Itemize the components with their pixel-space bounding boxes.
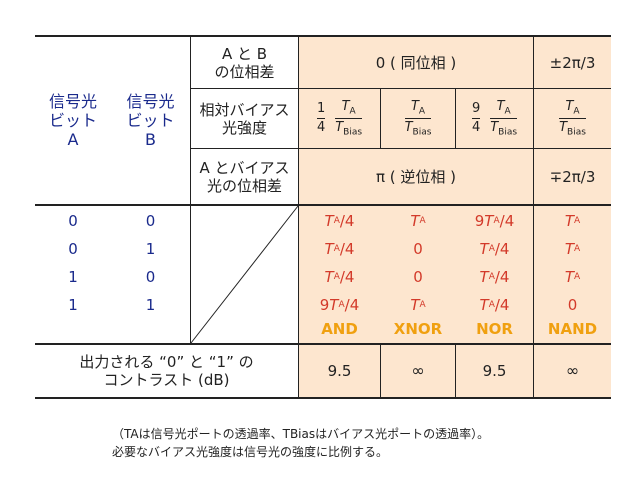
output-cell: T A/4 xyxy=(479,296,510,314)
bit-a-row1: 0 xyxy=(68,212,78,230)
phase-in-phase: 0 ( 同位相 ) xyxy=(375,53,457,72)
output-cell: 9 T A/4 xyxy=(474,212,515,230)
contrast-nand: ∞ xyxy=(565,361,580,381)
note-line-1: （TAは信号光ポートの透過率、TBiasはバイアス光ポートの透過率）。 xyxy=(112,427,490,441)
output-cell: 0 xyxy=(413,240,423,258)
output-cell: T A/4 xyxy=(479,240,510,258)
output-cell: T A/4 xyxy=(324,268,355,286)
peach-region-top xyxy=(298,35,611,204)
bit-b-row2: 1 xyxy=(145,240,156,258)
contrast-nor: 9.5 xyxy=(482,362,507,380)
gate-nor: NOR xyxy=(476,320,513,338)
header-contrast: 出力される “0” と “1” のコントラスト (dB) xyxy=(79,353,254,389)
output-cell: 0 xyxy=(413,268,423,286)
intensity-unity: TA TBias xyxy=(404,98,432,138)
header-signal-a: 信号光 ビット A xyxy=(48,91,97,150)
header-phase-ab: A と B の位相差 xyxy=(214,44,275,81)
gate-and: AND xyxy=(321,320,358,338)
peach-region-bottom xyxy=(298,204,611,398)
note-line-2: 必要なバイアス光強度は信号光の強度に比例する。 xyxy=(112,445,389,459)
phase-pm-2pi3: ±2π/3 xyxy=(549,53,596,72)
bit-a-row4: 1 xyxy=(68,296,78,314)
header-phase-bias: A とバイアス 光の位相差 xyxy=(199,158,290,195)
output-cell: 0 xyxy=(567,296,578,314)
header-signal-b: 信号光 ビット B xyxy=(126,91,175,150)
bit-b-row3: 0 xyxy=(145,268,156,286)
contrast-xnor: ∞ xyxy=(411,361,425,381)
header-bias-intensity: 相対バイアス 光強度 xyxy=(199,100,290,137)
phase-anti-phase: π ( 逆位相 ) xyxy=(375,167,457,186)
contrast-and: 9.5 xyxy=(327,362,352,380)
bit-b-row4: 1 xyxy=(145,296,156,314)
output-cell: T A/4 xyxy=(324,212,355,230)
gate-nand: NAND xyxy=(547,320,598,338)
output-cell: 9 T A/4 xyxy=(319,296,360,314)
gate-xnor: XNOR xyxy=(393,320,443,338)
intensity-unity-2: TA TBias xyxy=(559,98,586,138)
output-cell: T A/4 xyxy=(324,240,355,258)
bit-a-row2: 0 xyxy=(68,240,78,258)
bit-a-row3: 1 xyxy=(68,268,78,286)
diagonal-divider xyxy=(190,205,299,344)
phase-mp-2pi3: ∓2π/3 xyxy=(549,167,596,186)
bit-b-row1: 0 xyxy=(145,212,156,230)
output-cell: T A/4 xyxy=(479,268,510,286)
